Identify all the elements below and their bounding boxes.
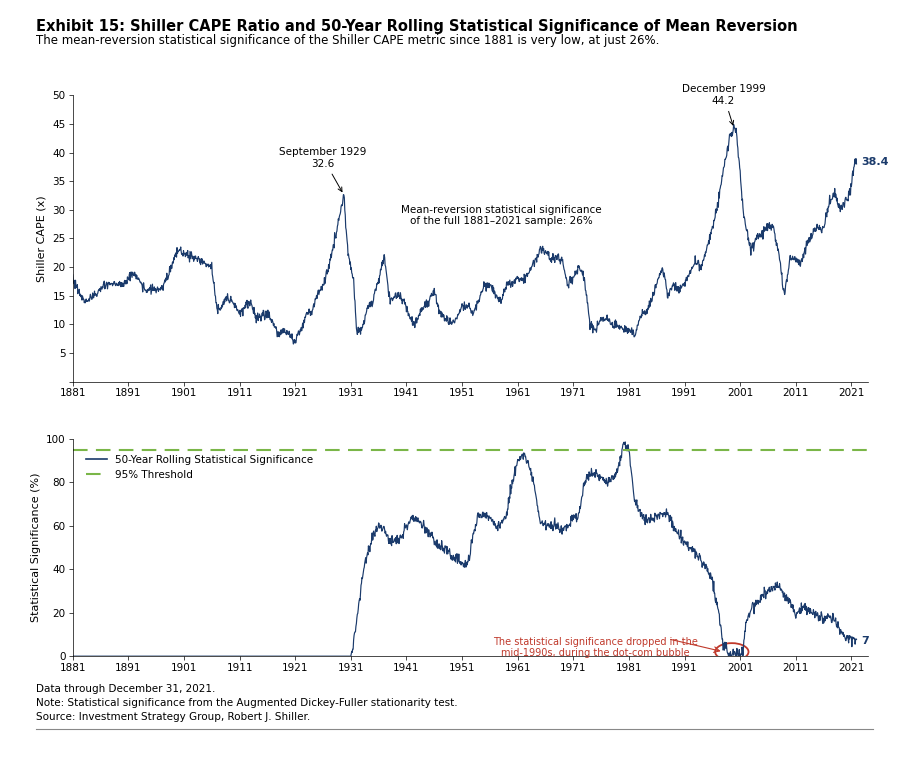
Text: September 1929
32.6: September 1929 32.6 bbox=[279, 147, 366, 192]
Y-axis label: Shiller CAPE (x): Shiller CAPE (x) bbox=[37, 195, 47, 282]
Text: 7: 7 bbox=[862, 636, 869, 646]
Text: Mean-reversion statistical significance
of the full 1881–2021 sample: 26%: Mean-reversion statistical significance … bbox=[401, 204, 602, 227]
Y-axis label: Statistical Significance (%): Statistical Significance (%) bbox=[31, 473, 41, 622]
Text: The statistical significance dropped in the
mid-1990s, during the dot-com bubble: The statistical significance dropped in … bbox=[493, 636, 698, 658]
Legend: 50-Year Rolling Statistical Significance, 95% Threshold: 50-Year Rolling Statistical Significance… bbox=[82, 450, 317, 484]
Text: Source: Investment Strategy Group, Robert J. Shiller.: Source: Investment Strategy Group, Rober… bbox=[36, 712, 311, 722]
Text: 38.4: 38.4 bbox=[862, 156, 889, 167]
Text: Note: Statistical significance from the Augmented Dickey-Fuller stationarity tes: Note: Statistical significance from the … bbox=[36, 698, 458, 708]
Text: Data through December 31, 2021.: Data through December 31, 2021. bbox=[36, 684, 215, 694]
Text: December 1999
44.2: December 1999 44.2 bbox=[682, 85, 765, 125]
Text: The mean-reversion statistical significance of the Shiller CAPE metric since 188: The mean-reversion statistical significa… bbox=[36, 34, 660, 47]
Text: Exhibit 15: Shiller CAPE Ratio and 50-Year Rolling Statistical Significance of M: Exhibit 15: Shiller CAPE Ratio and 50-Ye… bbox=[36, 19, 798, 34]
